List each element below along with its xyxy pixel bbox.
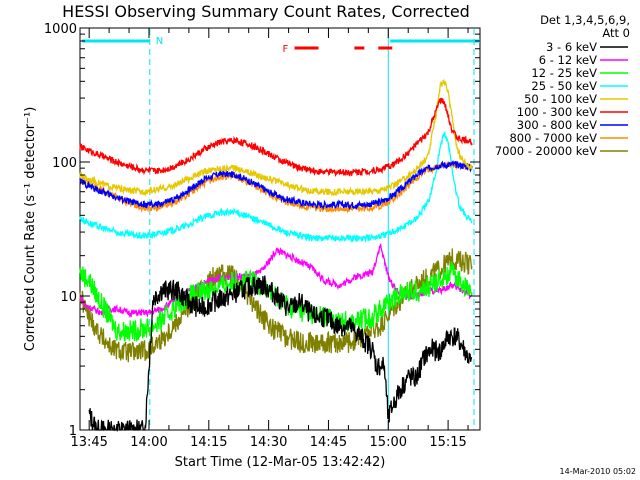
series-line-6-12-kev (79, 243, 473, 319)
legend-label: 100 - 300 keV (517, 105, 597, 119)
legend-label: 7000 - 20000 keV (495, 144, 597, 158)
legend-label: 3 - 6 keV (546, 40, 597, 54)
flare-flag-label: F (283, 44, 289, 55)
series-layer (79, 79, 473, 433)
x-tick-label: 14:15 (190, 435, 227, 450)
legend-label: 25 - 50 keV (531, 79, 597, 93)
x-tick-label: 14:45 (310, 435, 347, 450)
x-tick-label: 14:00 (130, 435, 167, 450)
x-tick-label: 15:15 (429, 435, 466, 450)
night-flag-label: N (156, 36, 163, 47)
legend-attenuator-header: Att 0 (602, 26, 630, 40)
series-line-300-800-kev (79, 159, 473, 211)
axes: 13:45 14:00 14:15 14:30 14:45 15:00 15:15 1 10 10… (44, 22, 480, 450)
plot-area: NF 13:45 14:00 14:15 14:30 14:45 15:00 15:1511… (44, 22, 481, 450)
legend-label: 300 - 800 keV (517, 118, 597, 132)
series-line-50-100-kev (79, 79, 473, 197)
chart-title: HESSI Observing Summary Count Rates, Cor… (62, 2, 470, 21)
y-tick-label: 1000 (44, 22, 77, 37)
y-tick-label: 10 (60, 290, 77, 305)
x-axis-label: Start Time (12-Mar-05 13:42:42) (175, 455, 386, 470)
footer-timestamp: 14-Mar-2010 05:02 (560, 467, 637, 476)
y-tick-label: 1 (69, 424, 77, 439)
x-tick-label: 13:45 (70, 435, 107, 450)
y-tick-label: 100 (52, 156, 77, 171)
legend-detector-header: Det 1,3,4,5,6,9, (540, 13, 630, 27)
x-tick-label: 15:00 (370, 435, 407, 450)
legend-label: 50 - 100 keV (524, 92, 597, 106)
legend-label: 800 - 7000 keV (509, 131, 597, 145)
y-axis-label: Corrected Count Rate (s⁻¹ detector⁻¹) (23, 107, 38, 352)
legend-label: 12 - 25 keV (531, 66, 597, 80)
series-line-3-6-kev (88, 275, 473, 433)
plot-frame (79, 27, 481, 431)
legend-label: 6 - 12 keV (539, 53, 597, 67)
series-line-100-300-kev (79, 97, 473, 177)
series-line-25-50-kev (79, 131, 473, 244)
series-line-7000-20000-kev (79, 248, 473, 363)
x-tick-label: 14:30 (250, 435, 287, 450)
